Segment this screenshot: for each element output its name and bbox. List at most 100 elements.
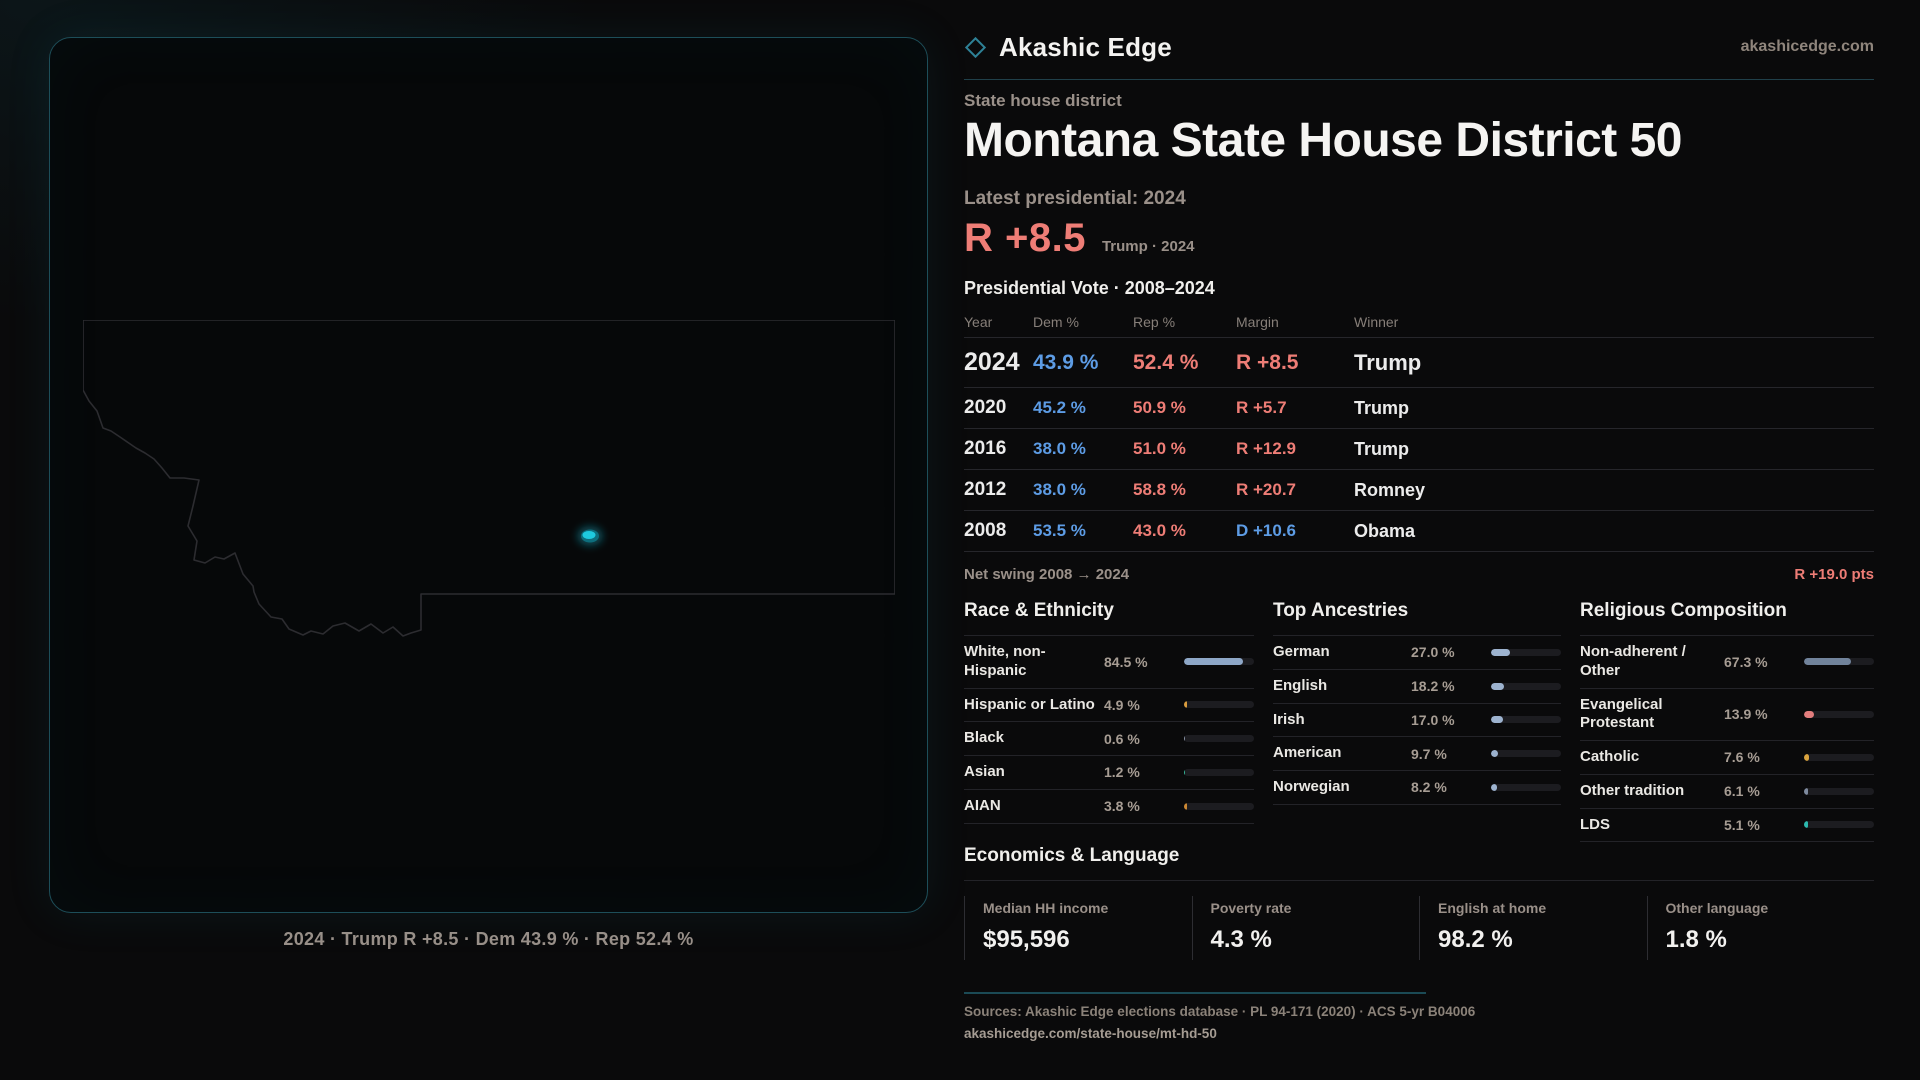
race-row-aian: AIAN 3.8 % — [964, 790, 1254, 824]
margin-hero: R +8.5 Trump · 2024 — [964, 216, 1195, 261]
stat-english-at-home: English at home 98.2 % — [1419, 896, 1647, 960]
bar-fill — [1184, 658, 1244, 666]
bar-track — [1184, 802, 1254, 810]
demographics-grid: Race & Ethnicity White, non-Hispanic 84.… — [964, 600, 1874, 843]
year: 2016 — [964, 438, 1007, 459]
margin: R +12.9 — [1236, 439, 1297, 458]
col-year: Year — [964, 313, 993, 330]
col-winner: Winner — [1354, 313, 1399, 330]
dem-pct: 53.5 % — [1033, 521, 1086, 540]
bar-fill — [1491, 716, 1503, 724]
religious-composition-section: Religious Composition Non-adherent / Oth… — [1580, 600, 1874, 843]
vote-table: Year Dem % Rep % Margin Winner 2024 43.9… — [964, 306, 1874, 552]
margin: R +20.7 — [1236, 480, 1297, 499]
economics-stats: Median HH income $95,596 Poverty rate 4.… — [964, 896, 1874, 960]
section-title: Race & Ethnicity — [964, 600, 1254, 636]
net-swing-value: R +19.0 pts — [1794, 566, 1874, 583]
dem-pct: 45.2 % — [1033, 398, 1086, 417]
section-title: Top Ancestries — [1273, 600, 1561, 636]
bar-track — [1491, 783, 1561, 791]
vote-row-2008: 2008 53.5 % 43.0 % D +10.6 Obama — [964, 511, 1874, 552]
footer-sources: Sources: Akashic Edge elections database… — [964, 1004, 1476, 1019]
detail-panel: Akashic Edge akashicedge.com State house… — [964, 0, 1874, 1080]
kicker-label: State house district — [964, 91, 1122, 110]
stat-median-hh-income: Median HH income $95,596 — [964, 896, 1192, 960]
bar-track — [1491, 716, 1561, 724]
dem-pct: 43.9 % — [1033, 350, 1099, 374]
bar-fill — [1804, 658, 1852, 666]
winner: Trump — [1354, 438, 1410, 459]
bar-track — [1491, 648, 1561, 656]
religion-row-nonadherent: Non-adherent / Other 67.3 % — [1580, 636, 1874, 689]
latest-presidential-label: Latest presidential: 2024 — [964, 188, 1186, 209]
rep-pct: 58.8 % — [1133, 480, 1186, 499]
ancestry-row-american: American 9.7 % — [1273, 737, 1561, 771]
dem-pct: 38.0 % — [1033, 480, 1086, 499]
winner: Romney — [1354, 479, 1426, 500]
bar-track — [1491, 750, 1561, 758]
bar-fill — [1184, 701, 1188, 709]
vote-row-2020: 2020 45.2 % 50.9 % R +5.7 Trump — [964, 388, 1874, 429]
religion-row-other-tradition: Other tradition 6.1 % — [1580, 775, 1874, 809]
bar-fill — [1804, 710, 1814, 718]
footer-divider — [964, 992, 1426, 994]
col-rep: Rep % — [1133, 313, 1176, 330]
margin: D +10.6 — [1236, 521, 1297, 540]
bar-fill — [1491, 783, 1497, 791]
section-title: Religious Composition — [1580, 600, 1874, 636]
economics-divider — [964, 880, 1874, 881]
race-row-white: White, non-Hispanic 84.5 % — [964, 636, 1254, 689]
year: 2008 — [964, 520, 1007, 541]
religion-row-catholic: Catholic 7.6 % — [1580, 741, 1874, 775]
bar-fill — [1804, 753, 1810, 761]
bar-track — [1491, 682, 1561, 690]
winner: Trump — [1354, 349, 1422, 375]
year: 2020 — [964, 397, 1007, 418]
net-swing-label: Net swing 2008 → 2024 — [964, 566, 1130, 583]
header-divider — [964, 79, 1874, 80]
bar-track — [1184, 701, 1254, 709]
montana-outline — [83, 320, 895, 637]
margin: R +5.7 — [1236, 398, 1287, 417]
margin: R +8.5 — [1236, 350, 1299, 374]
stat-other-language: Other language 1.8 % — [1646, 896, 1875, 960]
vote-row-2016: 2016 38.0 % 51.0 % R +12.9 Trump — [964, 429, 1874, 470]
district-marker[interactable] — [582, 531, 596, 539]
map-section: 2024 · Trump R +8.5 · Dem 43.9 % · Rep 5… — [49, 37, 928, 950]
header: Akashic Edge akashicedge.com — [964, 28, 1874, 66]
bar-fill — [1184, 768, 1185, 776]
site-domain-link[interactable]: akashicedge.com — [1740, 38, 1874, 55]
footer-url-link[interactable]: akashicedge.com/state-house/mt-hd-50 — [964, 1026, 1217, 1041]
vote-row-2012: 2012 38.0 % 58.8 % R +20.7 Romney — [964, 470, 1874, 511]
race-row-hispanic: Hispanic or Latino 4.9 % — [964, 689, 1254, 723]
religion-row-evangelical: Evangelical Protestant 13.9 % — [1580, 689, 1874, 741]
vote-table-header: Year Dem % Rep % Margin Winner — [964, 306, 1874, 338]
year: 2024 — [964, 348, 1020, 376]
map-caption: 2024 · Trump R +8.5 · Dem 43.9 % · Rep 5… — [283, 929, 694, 949]
margin-hero-value: R +8.5 — [964, 216, 1086, 260]
bar-fill — [1491, 750, 1498, 758]
winner: Trump — [1354, 397, 1410, 418]
bar-fill — [1491, 648, 1510, 656]
rep-pct: 52.4 % — [1133, 350, 1199, 374]
year: 2012 — [964, 479, 1007, 500]
top-ancestries-section: Top Ancestries German 27.0 % English 18.… — [1273, 600, 1561, 842]
race-row-asian: Asian 1.2 % — [964, 756, 1254, 790]
rep-pct: 43.0 % — [1133, 521, 1186, 540]
ancestry-row-norwegian: Norwegian 8.2 % — [1273, 771, 1561, 805]
bar-track — [1804, 787, 1874, 795]
vote-table-title: Presidential Vote · 2008–2024 — [964, 278, 1215, 298]
map-panel — [49, 37, 928, 913]
brand-name: Akashic Edge — [999, 31, 1172, 62]
ancestry-row-irish: Irish 17.0 % — [1273, 704, 1561, 738]
page-title: Montana State House District 50 — [964, 114, 1683, 167]
bar-track — [1804, 658, 1874, 666]
bar-track — [1184, 768, 1254, 776]
rep-pct: 50.9 % — [1133, 398, 1186, 417]
ancestry-row-german: German 27.0 % — [1273, 636, 1561, 670]
bar-track — [1184, 735, 1254, 743]
bar-track — [1804, 753, 1874, 761]
bar-fill — [1184, 802, 1187, 810]
race-ethnicity-section: Race & Ethnicity White, non-Hispanic 84.… — [964, 600, 1254, 842]
rep-pct: 51.0 % — [1133, 439, 1186, 458]
